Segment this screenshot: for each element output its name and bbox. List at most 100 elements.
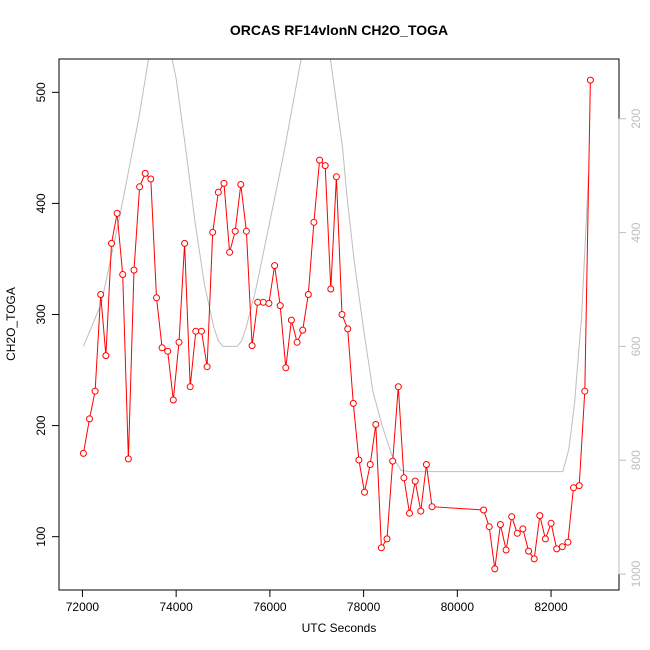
data-point <box>570 484 577 492</box>
data-point <box>79 449 87 457</box>
y-axis-label: CH2O_TOGA <box>4 287 18 361</box>
y-tick-label: 300 <box>34 304 48 324</box>
data-point <box>237 181 245 188</box>
y2-tick-label: 600 <box>629 336 643 356</box>
data-point <box>136 183 144 191</box>
data-point <box>344 325 352 333</box>
data-point <box>226 248 234 256</box>
x-tick-label: 72000 <box>66 600 100 614</box>
y2-axis: 200 400 600 800 1000 <box>618 108 643 587</box>
y2-tick-label: 1000 <box>629 560 643 587</box>
data-point <box>130 266 138 274</box>
series-secondary <box>82 59 589 473</box>
data-point <box>169 396 177 404</box>
data-point <box>575 482 583 490</box>
data-point <box>480 506 488 514</box>
data-point <box>209 228 217 236</box>
data-point <box>411 477 419 485</box>
data-point <box>231 227 239 235</box>
data-point <box>203 363 211 371</box>
data-point <box>304 291 312 298</box>
data-point <box>287 316 295 324</box>
x-tick-label: 76000 <box>253 600 287 614</box>
data-point <box>553 545 561 553</box>
data-point <box>417 507 425 515</box>
data-point <box>113 209 121 217</box>
data-point <box>485 523 493 531</box>
data-point <box>491 565 499 573</box>
data-point <box>192 327 200 335</box>
data-point <box>198 327 205 335</box>
data-point <box>349 399 357 407</box>
data-point <box>338 311 346 318</box>
data-point <box>541 535 549 543</box>
data-point <box>428 503 436 511</box>
data-point <box>406 509 413 517</box>
data-point <box>366 461 374 468</box>
x-axis-label: UTC Seconds <box>302 621 377 635</box>
data-point <box>496 521 504 528</box>
data-point <box>581 387 589 395</box>
data-point <box>586 76 594 84</box>
y2-tick-label: 200 <box>629 108 643 128</box>
data-point <box>530 555 538 563</box>
data-point <box>248 342 256 350</box>
data-point <box>502 546 510 554</box>
series-line <box>82 80 591 569</box>
data-point <box>276 302 284 310</box>
data-point <box>108 239 115 247</box>
data-point <box>119 271 127 278</box>
y-tick-label: 500 <box>34 82 48 102</box>
y-tick-label: 400 <box>34 193 48 213</box>
data-point <box>327 285 335 293</box>
data-point <box>547 519 555 527</box>
data-point <box>141 169 149 177</box>
data-point <box>525 547 533 555</box>
x-tick-label: 74000 <box>159 600 193 614</box>
data-point <box>394 383 402 391</box>
data-point <box>259 298 267 306</box>
data-point <box>299 326 307 334</box>
x-axis: 72000 74000 76000 78000 80000 82000 <box>66 589 568 614</box>
data-point <box>293 338 301 346</box>
data-point <box>355 456 363 464</box>
y2-tick-label: 400 <box>629 222 643 242</box>
data-point <box>186 383 194 391</box>
data-point <box>175 338 183 346</box>
x-tick-label: 78000 <box>347 600 381 614</box>
data-point <box>422 461 430 468</box>
data-point <box>513 529 521 537</box>
data-point <box>153 294 160 302</box>
data-point <box>158 344 166 352</box>
data-point <box>332 173 340 181</box>
data-point <box>97 291 105 298</box>
data-point <box>220 179 228 187</box>
data-point <box>310 218 318 226</box>
data-point <box>242 227 250 235</box>
data-point <box>102 352 110 360</box>
data-point <box>265 299 273 307</box>
data-point <box>564 538 572 546</box>
data-point <box>164 347 172 355</box>
y2-tick-label: 800 <box>629 450 643 470</box>
x-tick-label: 80000 <box>441 600 475 614</box>
data-point <box>124 455 132 463</box>
data-point <box>519 525 527 533</box>
series-ch2o <box>79 76 594 573</box>
data-point <box>316 156 324 164</box>
data-point <box>86 415 93 423</box>
series-layer <box>79 59 594 573</box>
y-tick-label: 200 <box>34 415 48 435</box>
y-axis: 100 200 300 400 500 <box>34 82 60 547</box>
data-point <box>400 474 408 482</box>
data-point <box>214 188 222 196</box>
data-point <box>361 488 368 496</box>
plot-frame <box>58 58 620 591</box>
series-line <box>82 59 589 473</box>
data-point <box>181 239 189 247</box>
data-point <box>372 421 380 428</box>
data-point <box>377 544 385 552</box>
data-point <box>383 535 391 543</box>
data-point <box>508 513 516 521</box>
